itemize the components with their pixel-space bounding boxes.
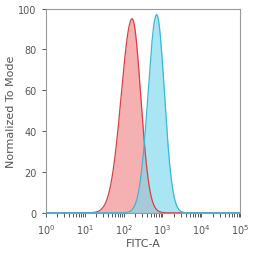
Y-axis label: Normalized To Mode: Normalized To Mode bbox=[6, 55, 15, 167]
X-axis label: FITC-A: FITC-A bbox=[125, 239, 160, 248]
